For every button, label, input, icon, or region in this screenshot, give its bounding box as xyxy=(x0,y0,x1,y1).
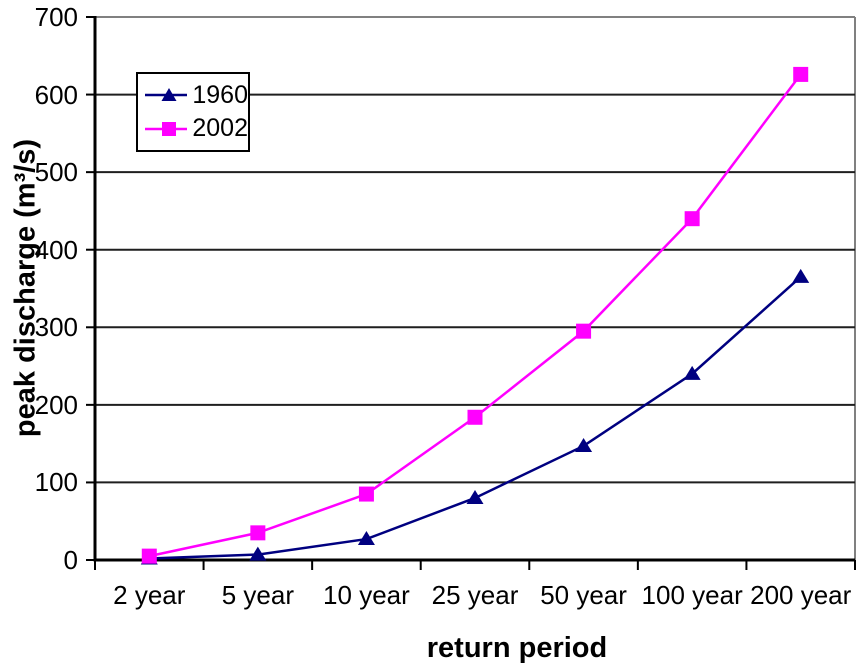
legend-entry-1960: 1960 xyxy=(144,80,248,109)
data-point-marker-2002 xyxy=(250,525,266,541)
x-category-label: 5 year xyxy=(221,580,294,610)
y-tick-label: 700 xyxy=(34,2,78,32)
y-tick-label: 600 xyxy=(34,79,78,110)
legend-label: 2002 xyxy=(192,114,248,143)
x-category-label: 200 year xyxy=(750,580,852,610)
x-category-label: 25 year xyxy=(431,580,519,610)
y-tick-label: 500 xyxy=(34,157,78,188)
triangle-marker-icon xyxy=(145,88,188,102)
data-point-marker-2002 xyxy=(467,409,483,425)
y-tick-label: 100 xyxy=(34,467,78,498)
x-axis-title: return period xyxy=(426,632,608,664)
data-point-marker-1960 xyxy=(466,489,484,504)
data-point-marker-1960 xyxy=(249,546,267,561)
data-point-marker-2002 xyxy=(358,486,374,502)
y-axis-title: peak discharge (m³/s) xyxy=(9,138,42,438)
data-point-marker-1960 xyxy=(575,437,593,452)
x-category-label: 10 year xyxy=(323,580,410,610)
y-tick-label: 400 xyxy=(34,234,78,265)
data-point-marker-1960 xyxy=(683,365,701,380)
data-point-marker-1960 xyxy=(792,268,810,283)
x-category-label: 2 year xyxy=(113,580,186,610)
x-category-label: 50 year xyxy=(540,580,627,610)
y-tick-label: 300 xyxy=(34,312,78,343)
data-point-marker-2002 xyxy=(141,548,157,564)
square-marker-icon xyxy=(145,121,188,136)
legend-label: 1960 xyxy=(192,80,248,109)
data-point-marker-2002 xyxy=(576,323,592,339)
x-category-label: 100 year xyxy=(641,580,743,610)
data-point-marker-2002 xyxy=(684,211,700,227)
data-point-marker-2002 xyxy=(793,66,809,82)
legend: 1960 2002 xyxy=(136,72,250,152)
y-tick-label: 0 xyxy=(63,545,78,575)
y-tick-label: 200 xyxy=(34,389,78,420)
legend-entry-2002: 2002 xyxy=(144,116,248,141)
data-point-marker-1960 xyxy=(357,531,375,546)
